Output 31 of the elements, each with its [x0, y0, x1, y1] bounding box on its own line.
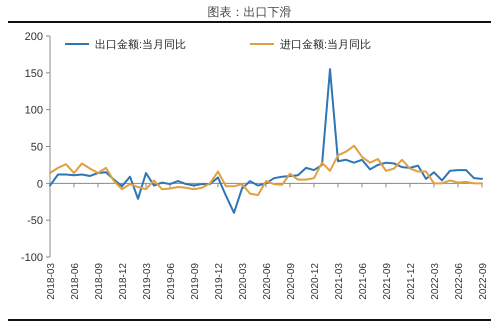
- x-tick-label: 2019-12: [214, 262, 225, 300]
- x-tick-label: 2020-12: [310, 262, 321, 300]
- chart-title: 图表：出口下滑: [208, 5, 292, 19]
- x-tick-label: 2019-03: [142, 262, 153, 300]
- y-tick-label: -50: [27, 215, 43, 228]
- y-tick-label: 150: [24, 68, 43, 80]
- line-series: [49, 144, 483, 196]
- x-tick-label: 2018-12: [118, 262, 129, 300]
- x-tick-label: 2019-06: [166, 262, 177, 300]
- legend-label: 进口金额:当月同比: [280, 38, 372, 51]
- x-tick-label: 2022-09: [478, 262, 489, 300]
- x-tick-label: 2022-06: [454, 262, 465, 300]
- y-tick-label: 100: [24, 104, 43, 117]
- line-series: [49, 68, 483, 214]
- x-tick-label: 2018-06: [70, 262, 81, 300]
- x-tick-label: 2018-03: [46, 262, 57, 300]
- y-tick-label: 50: [30, 142, 43, 154]
- x-tick-label: 2021-12: [406, 262, 417, 300]
- x-tick-label: 2021-03: [334, 262, 345, 300]
- x-tick-label: 2018-09: [94, 262, 105, 300]
- x-tick-label: 2020-09: [286, 262, 297, 300]
- y-tick-label: 0: [36, 178, 43, 190]
- x-tick-label: 2019-09: [190, 262, 201, 300]
- x-tick-label: 2021-06: [358, 262, 369, 300]
- x-tick-label: 2020-03: [238, 262, 249, 300]
- x-tick-label: 2020-06: [262, 262, 273, 300]
- x-tick-label: 2022-03: [430, 262, 441, 300]
- y-tick-label: 200: [24, 31, 43, 43]
- x-tick-label: 2021-09: [382, 262, 393, 300]
- legend-label: 出口金额:当月同比: [95, 38, 186, 51]
- y-tick-label: -100: [20, 252, 43, 264]
